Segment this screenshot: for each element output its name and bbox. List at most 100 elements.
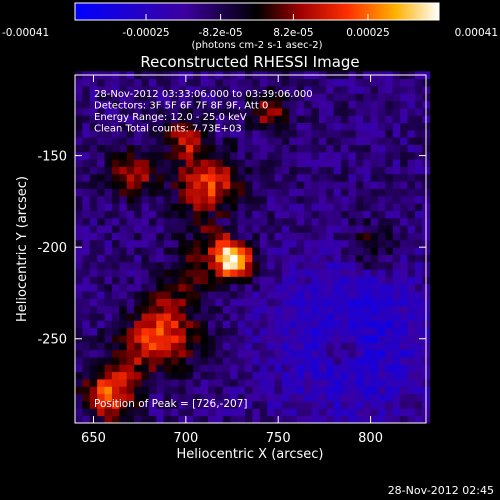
- heatmap-cell: [111, 247, 120, 255]
- heatmap-cell: [156, 93, 165, 102]
- heatmap-cell: [111, 181, 120, 189]
- heatmap-cell: [281, 364, 290, 373]
- heatmap-cell: [414, 144, 423, 153]
- heatmap-cell: [281, 151, 290, 160]
- heatmap-cell: [89, 100, 98, 109]
- heatmap-cell: [363, 151, 371, 160]
- heatmap-cell: [111, 291, 120, 299]
- heatmap-cell: [377, 276, 386, 285]
- heatmap-cell: [185, 78, 194, 87]
- heatmap-cell: [82, 298, 91, 307]
- heatmap-cell: [200, 335, 209, 343]
- heatmap-cell: [193, 151, 202, 160]
- heatmap-cell: [156, 203, 165, 211]
- heatmap-cell: [318, 283, 327, 292]
- heatmap-cell: [104, 159, 113, 167]
- heatmap-cell: [274, 313, 283, 321]
- heatmap-cell: [274, 107, 283, 116]
- heatmap-cell: [333, 232, 342, 241]
- heatmap-cell: [304, 261, 312, 270]
- heatmap-cell: [97, 254, 105, 263]
- heatmap-cell: [111, 100, 120, 109]
- heatmap-cell: [326, 100, 335, 109]
- heatmap-cell: [304, 210, 312, 219]
- heatmap-cell: [296, 291, 305, 299]
- heatmap-cell: [355, 261, 364, 270]
- colorbar-tick-label: 8.2e-05: [273, 27, 313, 39]
- heatmap-cell: [163, 195, 172, 204]
- heatmap-cell: [126, 342, 135, 351]
- heatmap-cell: [244, 100, 253, 109]
- heatmap-cell: [208, 371, 216, 380]
- heatmap-cell: [274, 371, 283, 380]
- heatmap-cell: [407, 269, 416, 277]
- heatmap-cell: [407, 305, 416, 314]
- heatmap-cell: [341, 181, 349, 189]
- heatmap-cell: [193, 107, 202, 116]
- heatmap-cell: [414, 115, 423, 124]
- heatmap-cell: [178, 415, 187, 424]
- heatmap-cell: [156, 408, 165, 417]
- heatmap-cell: [244, 195, 253, 204]
- heatmap-cell: [82, 320, 91, 329]
- heatmap-cell: [326, 291, 335, 299]
- heatmap-cell: [222, 342, 231, 351]
- heatmap-cell: [185, 379, 194, 387]
- heatmap-cell: [111, 305, 120, 314]
- heatmap-cell: [119, 298, 128, 307]
- heatmap-cell: [178, 379, 187, 387]
- heatmap-cell: [148, 129, 157, 138]
- heatmap-cell: [363, 100, 371, 109]
- heatmap-cell: [156, 379, 165, 387]
- heatmap-cell: [89, 364, 98, 373]
- heatmap-cell: [355, 232, 364, 241]
- heatmap-cell: [311, 254, 320, 263]
- heatmap-cell: [208, 115, 216, 124]
- heatmap-cell: [178, 203, 187, 211]
- heatmap-cell: [377, 93, 386, 102]
- heatmap-cell: [289, 283, 298, 292]
- heatmap-cell: [267, 100, 275, 109]
- heatmap-cell: [274, 393, 283, 402]
- heatmap-cell: [370, 151, 379, 160]
- heatmap-cell: [200, 349, 209, 358]
- heatmap-cell: [377, 349, 386, 358]
- heatmap-cell: [104, 93, 113, 102]
- heatmap-cell: [348, 283, 357, 292]
- heatmap-cell: [89, 349, 98, 358]
- heatmap-cell: [134, 283, 142, 292]
- heatmap-cell: [414, 357, 423, 365]
- heatmap-cell: [407, 181, 416, 189]
- heatmap-cell: [163, 393, 172, 402]
- heatmap-cell: [82, 129, 91, 138]
- heatmap-cell: [414, 85, 423, 94]
- heatmap-cell: [89, 85, 98, 94]
- heatmap-cell: [185, 188, 194, 197]
- colorbar-tick-label: 0.00041: [455, 27, 498, 39]
- heatmap-cell: [237, 261, 246, 270]
- heatmap-cell: [392, 78, 401, 87]
- heatmap-cell: [193, 357, 202, 365]
- heatmap-cell: [341, 217, 349, 226]
- heatmap-cell: [274, 342, 283, 351]
- heatmap-cell: [333, 100, 342, 109]
- heatmap-cell: [318, 122, 327, 131]
- heatmap-cell: [267, 364, 275, 373]
- heatmap-cell: [341, 298, 349, 307]
- heatmap-cell: [333, 357, 342, 365]
- heatmap-cell: [89, 225, 98, 233]
- heatmap-cell: [97, 137, 105, 145]
- heatmap-cell: [185, 327, 194, 336]
- heatmap-cell: [259, 298, 268, 307]
- heatmap-cell: [326, 225, 335, 233]
- heatmap-cell: [385, 247, 394, 255]
- heatmap-cell: [237, 159, 246, 167]
- heatmap-cell: [318, 239, 327, 248]
- heatmap-cell: [185, 181, 194, 189]
- heatmap-cell: [348, 269, 357, 277]
- heatmap-cell: [370, 93, 379, 102]
- heatmap-cell: [89, 386, 98, 395]
- heatmap-cell: [281, 254, 290, 263]
- heatmap-cell: [89, 276, 98, 285]
- heatmap-cell: [318, 217, 327, 226]
